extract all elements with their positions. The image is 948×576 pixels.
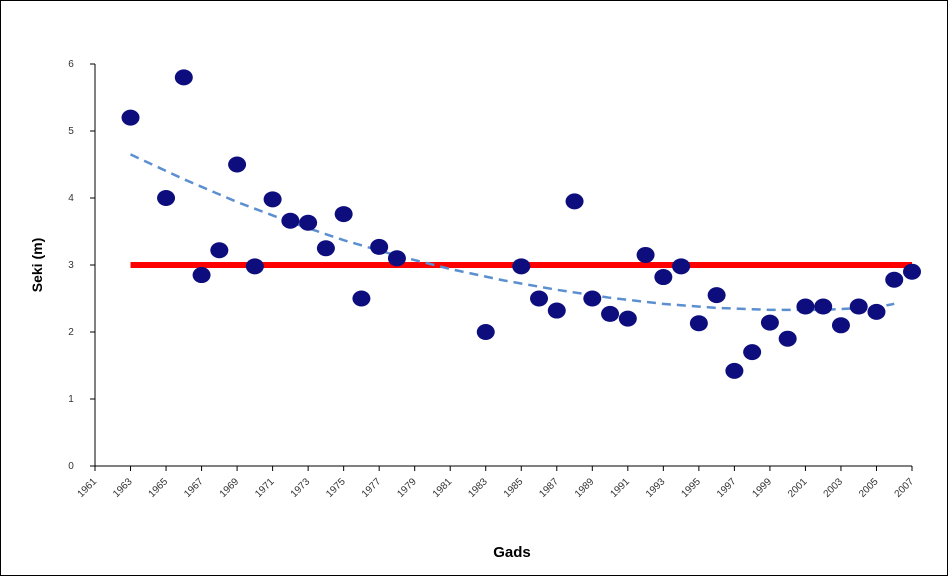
data-point	[796, 298, 815, 315]
data-point	[583, 290, 602, 307]
data-point	[618, 310, 637, 327]
data-point	[245, 258, 264, 275]
data-point	[725, 362, 744, 379]
x-tick-label: 1973	[289, 476, 313, 500]
data-point	[316, 240, 335, 257]
data-point	[778, 330, 797, 347]
x-tick-label: 2007	[893, 476, 917, 500]
data-point	[654, 269, 673, 286]
data-point	[689, 315, 708, 332]
data-point	[760, 314, 779, 331]
data-point	[157, 190, 176, 206]
x-tick-label: 1989	[573, 476, 597, 500]
y-axis-title: Seki (m)	[29, 238, 45, 292]
data-point	[263, 191, 282, 208]
x-tick-label: 1971	[253, 476, 277, 500]
x-tick-label: 1977	[360, 476, 384, 500]
x-tick-label: 1997	[715, 476, 739, 500]
data-points-layer	[121, 69, 921, 379]
data-point	[281, 212, 300, 229]
x-tick-label: 1985	[502, 476, 526, 500]
data-point	[672, 258, 691, 275]
x-tick-label: 1965	[147, 476, 171, 500]
y-tick-label: 2	[68, 327, 74, 338]
data-point	[831, 317, 850, 334]
x-tick-label: 2001	[786, 476, 810, 500]
data-point	[334, 206, 353, 223]
y-tick-label: 5	[68, 126, 74, 137]
data-point	[210, 242, 229, 259]
data-point	[849, 298, 868, 315]
data-point	[228, 156, 247, 173]
x-tick-label: 2005	[857, 476, 881, 500]
data-point	[370, 238, 389, 255]
x-axis-title: Gads	[493, 544, 531, 561]
trend-line-layer	[129, 153, 895, 312]
x-tick-label: 1981	[431, 476, 455, 500]
data-point	[387, 250, 406, 267]
x-tick-label: 1999	[751, 476, 775, 500]
x-tick-label: 1995	[679, 476, 703, 500]
data-point	[547, 302, 566, 319]
data-point	[814, 298, 833, 315]
data-point	[636, 246, 655, 263]
x-tick-label: 1991	[608, 476, 632, 500]
y-axis: 0 1 2 3 4 5 6	[68, 59, 96, 472]
trend-line	[129, 153, 895, 312]
data-point	[565, 193, 584, 210]
x-tick-label: 1983	[466, 476, 490, 500]
y-tick-label: 4	[68, 193, 74, 204]
y-tick-label: 3	[68, 260, 74, 271]
data-point	[512, 258, 531, 275]
data-point	[601, 305, 620, 322]
data-point	[192, 267, 211, 284]
data-point	[903, 263, 921, 280]
x-tick-label: 1979	[395, 476, 419, 500]
data-point	[121, 109, 140, 126]
data-point	[743, 344, 762, 361]
y-tick-label: 6	[68, 59, 74, 70]
data-point	[885, 271, 904, 288]
y-tick-label: 1	[68, 394, 74, 405]
y-tick-label: 0	[68, 461, 74, 472]
data-point	[530, 290, 549, 307]
data-point	[299, 214, 318, 231]
data-point	[476, 324, 495, 340]
data-point	[352, 290, 371, 307]
x-tick-label: 1963	[111, 476, 135, 500]
x-tick-label: 1993	[644, 476, 668, 500]
data-point	[707, 287, 726, 304]
x-tick-label: 1975	[324, 476, 348, 500]
data-point	[174, 69, 193, 86]
x-tick-label: 2003	[822, 476, 846, 500]
x-tick-label: 1967	[182, 476, 206, 500]
x-tick-label: 1987	[537, 476, 561, 500]
x-axis: 1961 1963 1965 1967 1969 1971 1973 1975 1977 1979…	[76, 465, 917, 500]
x-tick-label: 1961	[76, 476, 100, 500]
data-point	[867, 303, 886, 320]
x-tick-label: 1969	[218, 476, 242, 500]
